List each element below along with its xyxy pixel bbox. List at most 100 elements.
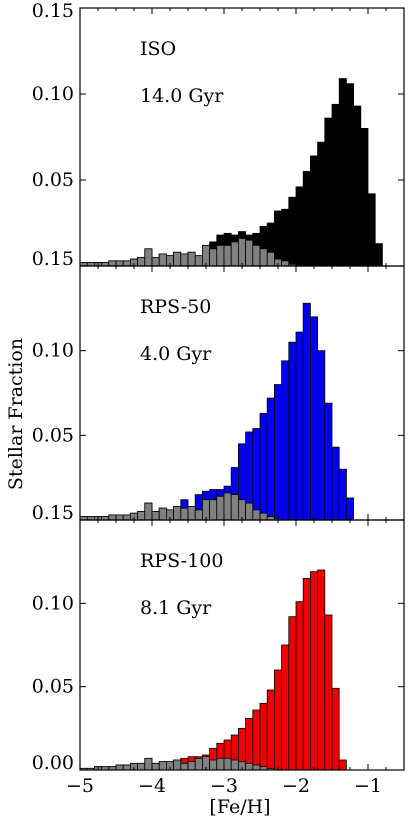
y-tick-label-top-1: 0.05: [32, 169, 74, 191]
bar-middle-s1-13: [173, 506, 182, 521]
bar-top-s1-11: [158, 253, 167, 267]
bar-middle-s1-9: [144, 502, 153, 521]
bar-bottom-s0-33: [317, 569, 326, 771]
bar-top-s0-29: [288, 196, 297, 267]
bar-middle-s0-36: [338, 468, 347, 521]
bar-middle-s0-25: [259, 412, 268, 521]
bar-middle-s1-14: [180, 507, 189, 521]
bar-top-s0-35: [331, 103, 340, 267]
x-tick-label-0: −5: [66, 775, 94, 797]
x-tick-label-3: −2: [282, 775, 310, 797]
bar-top-s1-5: [115, 260, 124, 267]
bar-top-s1-8: [137, 256, 146, 267]
bar-bottom-s1-6: [122, 764, 131, 771]
panel-age-top: 14.0 Gyr: [140, 85, 224, 107]
bar-middle-s1-18: [209, 499, 218, 521]
panel-middle: 0.15 0.05 0.10 RPS-50 4.0 Gyr: [32, 265, 405, 524]
bar-bottom-s1-15: [187, 761, 196, 771]
bar-middle-s0-31: [302, 302, 311, 521]
bar-top-s1-9: [144, 248, 153, 267]
bar-middle-s1-11: [158, 507, 167, 521]
bar-top-s1-6: [122, 260, 131, 267]
panels: 0.15 0.05 0.10 0.15 ISO 14.0 Gyr 0.15 0.05 0.10 R…: [32, 0, 405, 797]
bar-top-s0-28: [281, 208, 290, 267]
bar-top-s1-13: [173, 251, 182, 267]
bar-bottom-s0-26: [266, 689, 275, 771]
bar-bottom-s1-18: [209, 759, 218, 771]
bar-middle-s0-35: [331, 446, 340, 521]
y-tick-label-top-3: 0.15: [32, 0, 74, 22]
bar-bottom-s0-27: [273, 669, 282, 771]
panel-age-middle: 4.0 Gyr: [140, 343, 212, 365]
bar-bottom-s0-31: [302, 577, 311, 771]
y-tick-label-bottom-2: 0.10: [32, 592, 74, 614]
y-tick-label-top-0: 0.15: [32, 248, 74, 270]
panel-name-middle: RPS-50: [140, 296, 211, 318]
bar-bottom-s1-11: [158, 761, 167, 771]
bar-middle-s0-32: [309, 316, 318, 521]
bar-middle-s0-24: [252, 428, 261, 521]
panel-name-top: ISO: [140, 38, 176, 60]
y-tick-label-bottom-1: 0.05: [32, 676, 74, 698]
bar-top-s1-4: [108, 260, 117, 267]
bar-bottom-s1-14: [180, 762, 189, 771]
bar-bottom-s1-16: [194, 757, 203, 771]
bar-top-s1-18: [209, 248, 218, 267]
bar-top-s0-40: [367, 193, 376, 267]
bar-top-s1-21: [230, 241, 239, 267]
bar-bottom-s1-24: [252, 764, 261, 771]
bar-bottom-s0-28: [281, 644, 290, 771]
y-tick-label-top-2: 0.10: [32, 83, 74, 105]
bar-middle-s1-17: [201, 499, 210, 521]
bar-bottom-s1-21: [230, 759, 239, 771]
bar-bottom-s0-32: [309, 571, 318, 771]
bar-bottom-s0-35: [331, 687, 340, 771]
bar-middle-s1-10: [151, 511, 160, 521]
y-axis-label: Stellar Fraction: [5, 338, 27, 490]
y-tick-label-middle-0: 0.15: [32, 502, 74, 524]
bar-bottom-s0-36: [338, 759, 347, 771]
bar-top-s1-20: [223, 244, 232, 267]
bar-bottom-s0-23: [245, 717, 254, 771]
bar-top-s0-31: [302, 170, 311, 267]
bar-top-s1-15: [187, 251, 196, 267]
bar-middle-s0-33: [317, 350, 326, 521]
bar-bottom-s0-30: [295, 601, 304, 771]
bar-bottom-s1-13: [173, 759, 182, 771]
bar-middle-s1-19: [216, 495, 225, 521]
bar-bottom-s1-5: [115, 764, 124, 771]
bar-top-s0-34: [324, 117, 333, 267]
bar-bottom-s0-34: [324, 614, 333, 771]
bar-top-s1-24: [252, 244, 261, 267]
bar-middle-s1-20: [223, 492, 232, 521]
bar-top-s1-16: [194, 255, 203, 267]
bar-middle-s1-22: [237, 499, 246, 521]
bar-top-s0-36: [338, 78, 347, 267]
bar-middle-s0-28: [281, 360, 290, 521]
bar-middle-s1-5: [115, 514, 124, 521]
bar-middle-s1-15: [187, 506, 196, 521]
bar-top-s1-14: [180, 253, 189, 267]
bar-bottom-s1-8: [137, 762, 146, 771]
bar-bottom-s1-19: [216, 757, 225, 771]
bar-middle-s1-25: [259, 512, 268, 521]
bar-middle-s1-21: [230, 494, 239, 521]
bar-middle-s0-27: [273, 384, 282, 521]
x-tick-label-1: −4: [138, 775, 166, 797]
bar-top-s0-41: [374, 243, 383, 267]
bar-bottom-s1-23: [245, 762, 254, 771]
panel-bottom: 0.00 0.05 0.10 −5 −4 −3 −2 −1 RPS-100 8.1 Gyr: [32, 519, 405, 797]
bar-top-s0-33: [317, 141, 326, 267]
bar-middle-s0-30: [295, 331, 304, 521]
bar-middle-s1-24: [252, 509, 261, 521]
bar-top-s0-32: [309, 155, 318, 267]
x-tick-label-2: −3: [210, 775, 238, 797]
bar-top-s1-19: [216, 244, 225, 267]
bar-top-s1-28: [281, 260, 290, 267]
bar-middle-s1-6: [122, 514, 131, 521]
bar-top-s1-23: [245, 239, 254, 267]
bar-bottom-s1-10: [151, 762, 160, 771]
bar-top-s1-26: [266, 251, 275, 267]
bar-top-s0-30: [295, 186, 304, 267]
